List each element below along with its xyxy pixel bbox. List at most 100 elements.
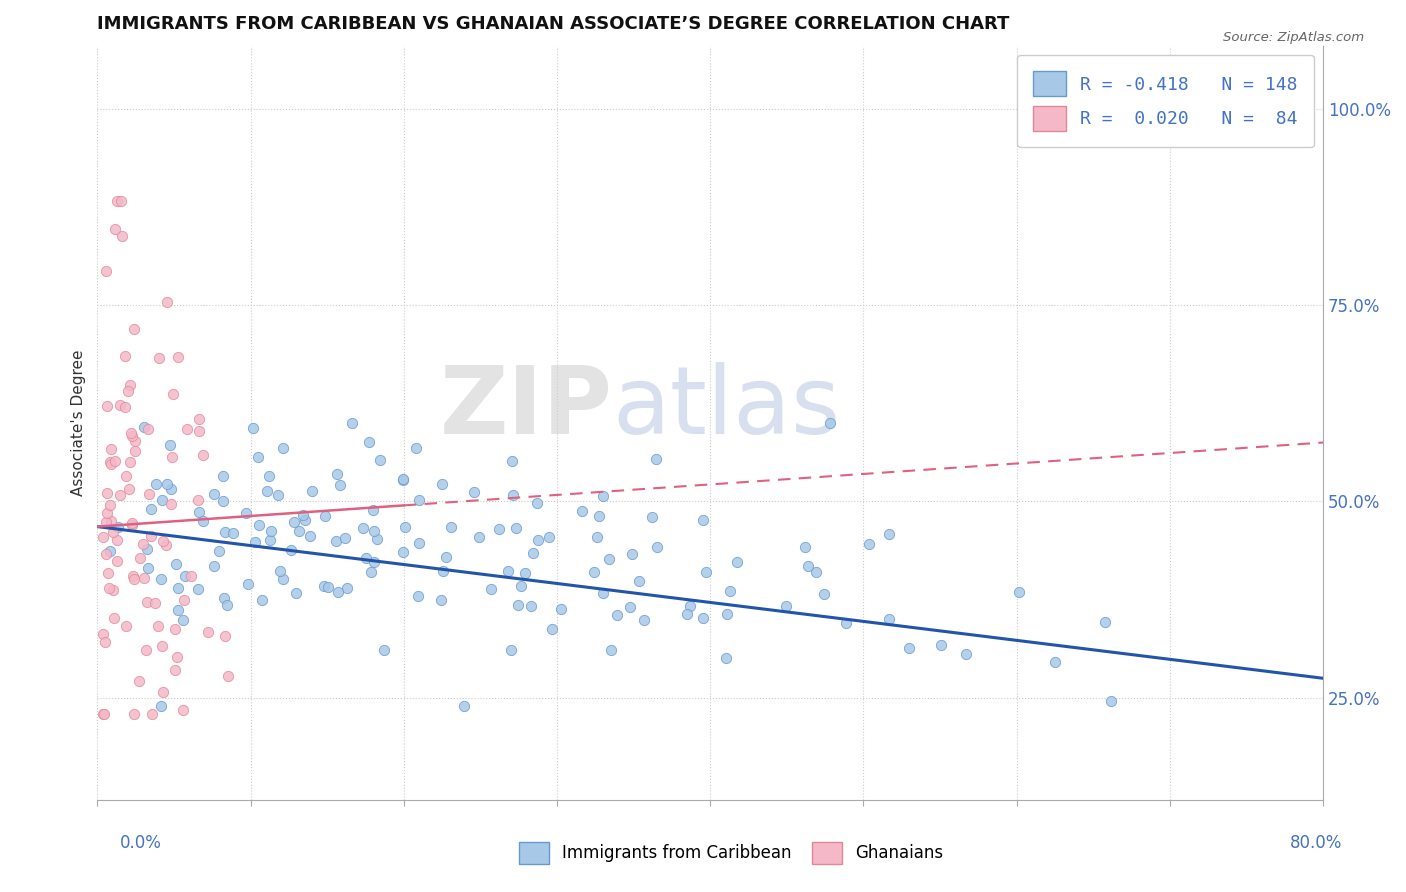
Point: [430, 476, 453, 491]
Point: [600, 643, 623, 657]
Point: [488, 522, 510, 536]
Point: [120, 425, 142, 440]
Point: [152, 534, 174, 549]
Point: [121, 516, 143, 531]
Point: [370, 453, 392, 467]
Point: [479, 582, 502, 596]
Point: [335, 531, 357, 545]
Point: [187, 492, 209, 507]
Point: [155, 476, 177, 491]
Point: [453, 698, 475, 713]
Point: [217, 669, 239, 683]
Point: [271, 573, 294, 587]
Point: [98, 455, 121, 469]
Point: [108, 488, 131, 502]
Point: [1094, 615, 1116, 629]
Point: [100, 498, 122, 512]
Point: [586, 530, 609, 544]
Point: [96, 399, 118, 413]
Point: [359, 435, 381, 450]
Point: [520, 599, 543, 614]
Text: 0.0%: 0.0%: [120, 834, 162, 852]
Point: [929, 639, 952, 653]
Point: [208, 543, 231, 558]
Point: [155, 538, 177, 552]
Point: [167, 603, 190, 617]
Point: [858, 536, 880, 550]
Point: [105, 194, 128, 209]
Point: [100, 457, 122, 471]
Point: [96, 506, 118, 520]
Point: [1008, 585, 1031, 599]
Point: [145, 476, 167, 491]
Point: [122, 706, 145, 721]
Point: [627, 574, 650, 588]
Point: [287, 524, 309, 538]
Point: [256, 483, 278, 498]
Point: [176, 422, 198, 436]
Point: [249, 518, 271, 533]
Point: [299, 529, 322, 543]
Point: [96, 486, 118, 500]
Point: [103, 611, 125, 625]
Point: [167, 350, 190, 364]
Point: [114, 401, 136, 415]
Point: [191, 514, 214, 528]
Point: [173, 568, 195, 582]
Point: [316, 580, 339, 594]
Point: [139, 501, 162, 516]
Point: [283, 515, 305, 529]
Point: [110, 194, 132, 208]
Point: [94, 263, 117, 277]
Point: [121, 429, 143, 443]
Point: [291, 508, 314, 523]
Point: [94, 547, 117, 561]
Point: [405, 441, 427, 455]
Point: [124, 444, 146, 458]
Point: [468, 530, 491, 544]
Point: [114, 349, 136, 363]
Text: IMMIGRANTS FROM CARIBBEAN VS GHANAIAN ASSOCIATE’S DEGREE CORRELATION CHART: IMMIGRANTS FROM CARIBBEAN VS GHANAIAN AS…: [97, 15, 1010, 33]
Point: [463, 484, 485, 499]
Point: [588, 509, 610, 524]
Point: [212, 469, 235, 483]
Point: [114, 468, 136, 483]
Point: [122, 322, 145, 336]
Point: [150, 492, 173, 507]
Point: [152, 685, 174, 699]
Point: [247, 450, 270, 465]
Point: [143, 596, 166, 610]
Point: [592, 586, 614, 600]
Point: [259, 469, 281, 483]
Point: [235, 506, 257, 520]
Point: [877, 612, 900, 626]
Point: [314, 509, 336, 524]
Point: [108, 399, 131, 413]
Point: [633, 613, 655, 627]
Point: [835, 615, 858, 630]
Point: [582, 565, 605, 579]
Point: [136, 560, 159, 574]
Point: [132, 420, 155, 434]
Point: [150, 572, 173, 586]
Point: [250, 592, 273, 607]
Text: Source: ZipAtlas.com: Source: ZipAtlas.com: [1223, 31, 1364, 45]
Point: [391, 473, 413, 487]
Point: [267, 488, 290, 502]
Point: [120, 378, 142, 392]
Point: [162, 450, 184, 464]
Point: [392, 472, 415, 486]
Point: [1043, 655, 1066, 669]
Point: [118, 482, 141, 496]
Point: [191, 448, 214, 462]
Point: [148, 351, 170, 366]
Point: [259, 533, 281, 547]
Point: [695, 565, 717, 579]
Point: [91, 530, 114, 544]
Point: [679, 599, 702, 613]
Point: [301, 484, 323, 499]
Text: 80.0%: 80.0%: [1291, 834, 1343, 852]
Point: [100, 514, 122, 528]
Point: [641, 510, 664, 524]
Text: atlas: atlas: [612, 362, 841, 454]
